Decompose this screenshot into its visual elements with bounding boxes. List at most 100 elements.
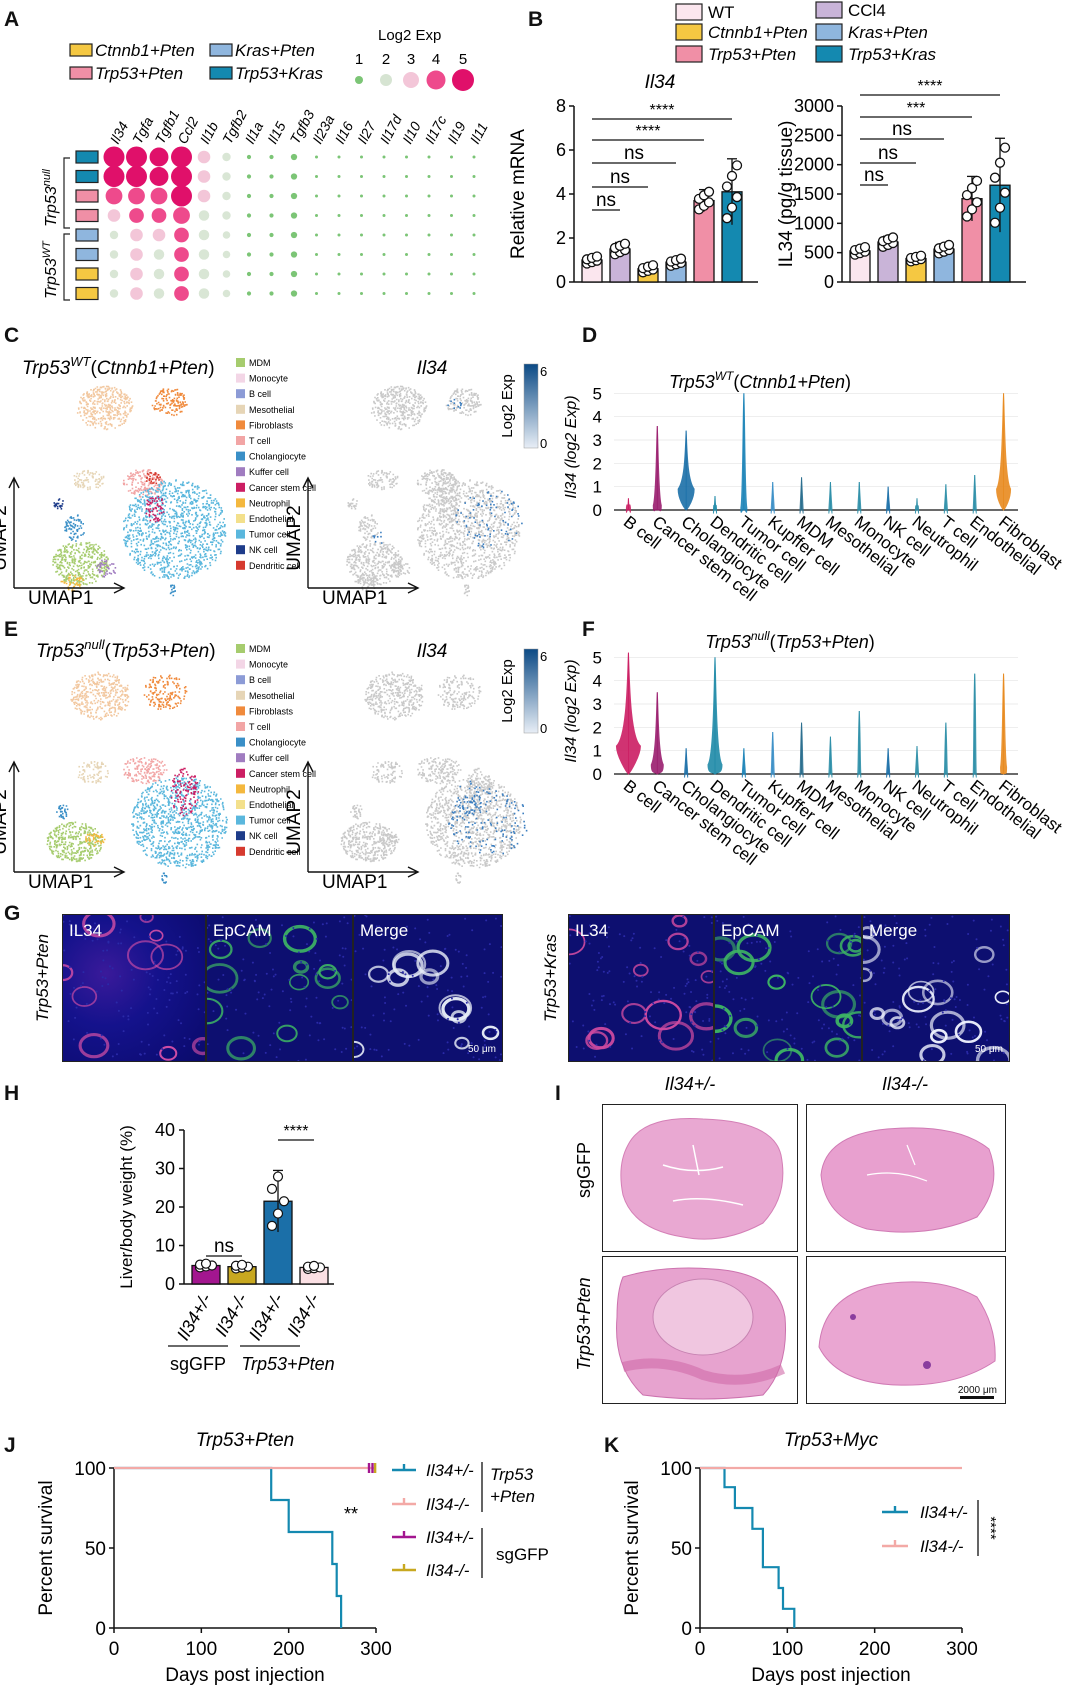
nucleus — [725, 978, 728, 981]
nucleus — [457, 1021, 460, 1024]
nucleus — [640, 1035, 643, 1038]
nucleus — [950, 970, 953, 973]
gland-structure — [921, 979, 954, 1006]
dot — [149, 167, 169, 186]
he-trp53-pten-il34-het — [602, 1256, 798, 1404]
umap-y-arrow — [8, 476, 20, 588]
legend-swatch — [236, 404, 245, 414]
x-tick-label: 300 — [360, 1639, 392, 1660]
nucleus — [427, 1014, 430, 1017]
dot — [109, 269, 119, 279]
nucleus — [467, 1052, 470, 1055]
nucleus — [636, 985, 639, 988]
nucleus — [168, 999, 171, 1002]
nucleus — [883, 1050, 886, 1053]
dot — [427, 253, 431, 256]
nucleus — [874, 983, 877, 986]
nucleus — [426, 918, 429, 921]
dot — [472, 292, 476, 295]
umap-cluster — [46, 821, 104, 863]
nucleus — [354, 1047, 356, 1050]
data-point — [726, 202, 738, 213]
nucleus — [915, 1023, 918, 1026]
nucleus — [84, 937, 87, 940]
nucleus — [751, 997, 754, 1000]
nucleus — [69, 992, 72, 995]
nucleus — [483, 1039, 486, 1042]
nucleus — [859, 977, 861, 980]
nucleus — [362, 947, 365, 950]
gland-structure — [774, 1047, 805, 1061]
data-point — [966, 204, 978, 215]
nucleus — [207, 991, 209, 994]
nucleus — [834, 915, 837, 918]
y-tick-label: 0 — [824, 272, 834, 292]
nucleus — [683, 937, 686, 940]
y-tick-label: 100 — [74, 1459, 106, 1480]
gland-structure — [276, 1024, 298, 1043]
dot — [198, 229, 210, 241]
y-axis-label: Relative mRNA — [508, 129, 529, 259]
nucleus — [99, 970, 102, 973]
nucleus — [212, 1010, 215, 1013]
dot — [222, 211, 231, 220]
data-point — [272, 1171, 284, 1182]
nucleus — [892, 1000, 895, 1003]
legend-swatch — [236, 846, 245, 856]
nucleus — [747, 1049, 750, 1052]
data-point — [591, 251, 603, 262]
dot — [450, 214, 453, 217]
nucleus — [132, 978, 135, 981]
dot — [315, 155, 318, 159]
gland-structure — [767, 974, 786, 990]
nucleus — [485, 919, 488, 922]
micrograph-texture — [354, 915, 502, 1061]
nucleus — [828, 959, 831, 962]
dot — [472, 253, 476, 256]
nucleus — [466, 975, 469, 978]
nucleus — [835, 1033, 838, 1036]
nucleus — [343, 1027, 346, 1030]
nucleus — [140, 1040, 143, 1043]
row-group-trp53-null: Trp53null — [41, 169, 60, 227]
nucleus — [721, 980, 724, 983]
legend-swatch-trp53-kras — [209, 66, 233, 80]
y-tick-label: 1 — [593, 742, 602, 761]
row-swatch — [75, 208, 99, 223]
nucleus — [338, 954, 341, 957]
nucleus — [244, 1012, 247, 1015]
gland-structure — [689, 951, 708, 967]
nucleus — [895, 922, 898, 925]
nucleus — [839, 928, 842, 931]
nucleus — [86, 1031, 89, 1034]
legend-label: Mesothelial — [249, 405, 295, 415]
nucleus — [831, 1030, 834, 1033]
nucleus — [863, 916, 866, 919]
nucleus — [465, 1001, 468, 1004]
nucleus — [383, 1019, 386, 1022]
dot — [382, 155, 386, 159]
dot — [450, 175, 453, 178]
nucleus — [786, 1048, 789, 1051]
gland-structure — [689, 1002, 713, 1031]
nucleus — [269, 952, 272, 955]
legend-label: Dendritic cell — [249, 847, 301, 857]
nucleus — [817, 1019, 820, 1022]
nucleus — [806, 1058, 809, 1061]
y-tick-label: 4 — [556, 184, 566, 204]
nucleus — [270, 988, 273, 991]
umap-cluster — [151, 388, 188, 417]
legend-swatch — [236, 436, 245, 445]
nucleus — [203, 981, 205, 984]
nucleus — [71, 929, 74, 932]
nucleus — [987, 975, 990, 978]
umap-cluster — [70, 671, 130, 721]
nucleus — [582, 1024, 585, 1027]
data-point — [999, 187, 1011, 198]
nucleus — [401, 971, 404, 974]
nucleus — [280, 924, 283, 927]
nucleus — [500, 924, 502, 927]
nucleus — [683, 992, 686, 995]
nucleus — [1002, 938, 1005, 941]
nucleus — [346, 922, 349, 925]
